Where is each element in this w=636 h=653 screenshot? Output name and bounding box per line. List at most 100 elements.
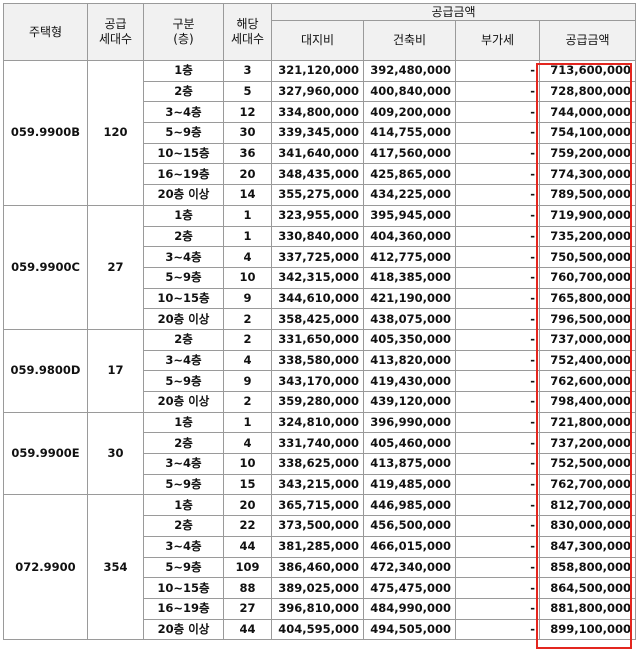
unit-type-cell: 072.9900 <box>3 494 88 641</box>
unit-type-cell: 059.9900E <box>3 411 88 496</box>
count-cell: 2 <box>223 308 272 330</box>
land-cost-cell: 338,580,000 <box>271 349 364 372</box>
count-cell: 36 <box>223 142 272 165</box>
count-cell: 109 <box>223 556 272 579</box>
unit-type-cell: 059.9900C <box>3 204 88 330</box>
building-cost-cell: 439,120,000 <box>363 391 456 413</box>
total-price-cell: 798,400,000 <box>538 391 636 413</box>
floor-cell: 20층 이상 <box>143 391 224 413</box>
building-cost-cell: 412,775,000 <box>363 246 456 268</box>
land-cost-cell: 327,960,000 <box>271 80 364 103</box>
building-cost-cell: 413,875,000 <box>363 453 456 475</box>
total-price-cell: 721,800,000 <box>538 411 636 434</box>
supply-price-table: 주택형 공급 세대수 구분 (층) 해당 세대수 공급금액 대지비 건축비 부가… <box>3 3 636 641</box>
building-cost-cell: 434,225,000 <box>363 184 456 206</box>
building-cost-cell: 419,485,000 <box>363 473 456 496</box>
count-cell: 30 <box>223 122 272 144</box>
floor-cell: 3~4층 <box>143 535 224 558</box>
floor-cell: 5~9층 <box>143 370 224 392</box>
count-cell: 3 <box>223 60 272 82</box>
land-cost-cell: 331,740,000 <box>271 432 364 455</box>
land-cost-cell: 338,625,000 <box>271 453 364 475</box>
count-cell: 1 <box>223 225 272 248</box>
building-cost-cell: 392,480,000 <box>363 60 456 82</box>
vat-cell: - <box>455 287 540 310</box>
land-cost-cell: 344,610,000 <box>271 287 364 310</box>
building-cost-cell: 425,865,000 <box>363 163 456 186</box>
land-cost-cell: 331,650,000 <box>271 328 364 351</box>
land-cost-cell: 342,315,000 <box>271 266 364 289</box>
land-cost-cell: 348,435,000 <box>271 163 364 186</box>
table-row: 16~19층 27 396,810,000 484,990,000-881,800,0… <box>4 597 636 620</box>
floor-cell: 1층 <box>143 60 224 82</box>
vat-cell: - <box>455 535 540 558</box>
land-cost-cell: 321,120,000 <box>271 60 364 82</box>
total-price-cell: 752,400,000 <box>538 349 636 372</box>
header-land: 대지비 <box>271 20 364 61</box>
count-cell: 9 <box>223 287 272 310</box>
total-price-cell: 735,200,000 <box>538 225 636 248</box>
households-cell: 30 <box>87 411 144 496</box>
vat-cell: - <box>455 266 540 289</box>
vat-cell: - <box>455 370 540 392</box>
table-row: 059.9900B 120 1층 3 321,120,000 392,480,000-71… <box>3 60 636 206</box>
building-cost-cell: 400,840,000 <box>363 80 456 103</box>
count-cell: 1 <box>223 204 272 227</box>
building-cost-cell: 419,430,000 <box>363 370 456 392</box>
count-cell: 2 <box>223 328 272 351</box>
total-price-cell: 881,800,000 <box>538 597 636 620</box>
vat-cell: - <box>455 122 540 144</box>
building-cost-cell: 418,385,000 <box>363 266 456 289</box>
vat-cell: - <box>455 494 540 517</box>
floor-cell: 3~4층 <box>143 349 224 372</box>
total-price-cell: 830,000,000 <box>538 515 636 537</box>
land-cost-cell: 355,275,000 <box>271 184 364 206</box>
households-cell: 120 <box>87 60 144 206</box>
total-price-cell: 759,200,000 <box>538 142 636 165</box>
table-row: 059.9900C 27 1층 1 323,955,000 395,945,000-719… <box>3 204 636 330</box>
building-cost-cell: 409,200,000 <box>363 101 456 124</box>
floor-cell: 3~4층 <box>143 246 224 268</box>
header-type: 주택형 <box>3 3 88 61</box>
total-price-cell: 728,800,000 <box>538 80 636 103</box>
land-cost-cell: 389,025,000 <box>271 577 364 599</box>
table-row: 3~4층 4 338,580,000 413,820,000-752,400,000 <box>4 349 636 372</box>
building-cost-cell: 405,350,000 <box>363 328 456 351</box>
table-row: 20층 이상 2 358,425,000 438,075,000-796,500,00… <box>4 308 636 330</box>
total-price-cell: 847,300,000 <box>538 535 636 558</box>
count-cell: 10 <box>223 266 272 289</box>
table-row: 5~9층 109 386,460,000 472,340,000-858,800,00… <box>4 556 636 579</box>
vat-cell: - <box>455 453 540 475</box>
vat-cell: - <box>455 142 540 165</box>
total-price-cell: 719,900,000 <box>538 204 636 227</box>
header-total: 공급금액 <box>538 20 636 61</box>
land-cost-cell: 341,640,000 <box>271 142 364 165</box>
vat-cell: - <box>455 204 540 227</box>
total-price-cell: 899,100,000 <box>538 618 636 641</box>
header-supply-amount: 공급금액 <box>270 3 636 21</box>
land-cost-cell: 339,345,000 <box>271 122 364 144</box>
total-price-cell: 762,700,000 <box>538 473 636 496</box>
land-cost-cell: 323,955,000 <box>271 204 364 227</box>
count-cell: 22 <box>223 515 272 537</box>
table-row: 2층 1 330,840,000 404,360,000-735,200,000 <box>4 225 636 248</box>
floor-cell: 2층 <box>143 432 224 455</box>
header-building: 건축비 <box>363 20 456 61</box>
table-row: 059.9800D 17 2층 2 331,650,000 405,350,000-737… <box>3 328 636 413</box>
total-price-cell: 752,500,000 <box>538 453 636 475</box>
table-row: 3~4층 44 381,285,000 466,015,000-847,300,000 <box>4 535 636 558</box>
table-row: 10~15층 36 341,640,000 417,560,000-759,200,0… <box>4 142 636 165</box>
floor-cell: 3~4층 <box>143 453 224 475</box>
floor-cell: 3~4층 <box>143 101 224 124</box>
table-row: 072.9900 354 1층 20 365,715,000 446,985,000-81… <box>3 494 636 641</box>
count-cell: 4 <box>223 349 272 372</box>
vat-cell: - <box>455 515 540 537</box>
header-row-top: 주택형 공급 세대수 구분 (층) 해당 세대수 공급금액 <box>3 3 636 61</box>
vat-cell: - <box>455 308 540 330</box>
building-cost-cell: 395,945,000 <box>363 204 456 227</box>
land-cost-cell: 396,810,000 <box>271 597 364 620</box>
count-cell: 9 <box>223 370 272 392</box>
vat-cell: - <box>455 163 540 186</box>
vat-cell: - <box>455 349 540 372</box>
total-price-cell: 737,200,000 <box>538 432 636 455</box>
